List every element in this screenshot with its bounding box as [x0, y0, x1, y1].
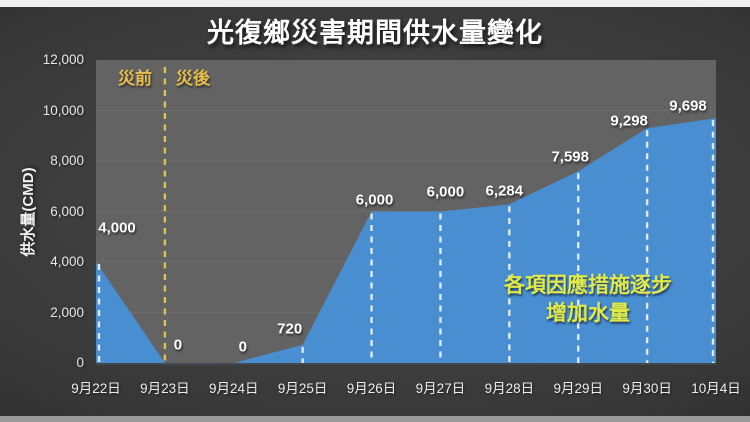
top-border-strip [0, 0, 750, 7]
y-tick-label: 4,000 [50, 254, 84, 269]
y-tick-label: 8,000 [50, 153, 84, 168]
data-label: 0 [238, 338, 247, 356]
y-axis-tick-labels: 12,000 10,000 8,000 6,000 4,000 2,000 0 [0, 0, 86, 422]
data-label: 6,284 [485, 182, 524, 200]
data-label: 720 [277, 320, 303, 338]
data-labels-layer: 4,000 0 0 720 6,000 6,000 6,284 7,598 9,298 9,698 [96, 60, 716, 363]
x-tick-label: 9月26日 [346, 381, 397, 396]
x-tick-label: 9月27日 [415, 381, 466, 396]
data-label: 7,598 [551, 148, 589, 166]
x-tick-label: 10月4日 [691, 381, 741, 396]
data-label: 6,000 [355, 191, 394, 208]
y-tick-label: 2,000 [50, 304, 84, 320]
note-line-1: 各項因應措施逐步 [504, 274, 672, 297]
data-label: 9,698 [669, 97, 707, 115]
post-disaster-label: 災後 [176, 69, 210, 88]
supply-area-series [96, 118, 716, 363]
measures-note-annotation: 各項因應措施逐步 增加水量 [504, 272, 672, 328]
bottom-border-strip [0, 416, 750, 422]
x-tick-label: 9月29日 [553, 381, 603, 396]
data-label: 0 [173, 336, 183, 354]
y-tick-label: 10,000 [42, 102, 84, 118]
data-label: 9,298 [610, 112, 648, 130]
y-tick-label: 0 [76, 355, 84, 370]
data-label: 6,000 [426, 183, 465, 200]
y-tick-label: 6,000 [50, 203, 84, 219]
y-tick-label: 12,000 [42, 52, 84, 67]
x-tick-label: 9月25日 [277, 381, 328, 396]
chart-title: 光復鄉災害期間供水量變化 [207, 18, 543, 48]
area-chart-svg [96, 67, 716, 363]
x-tick-label: 9月24日 [209, 381, 259, 396]
x-tick-label: 9月28日 [484, 381, 535, 396]
note-line-2: 增加水量 [546, 302, 630, 325]
x-tick-label: 9月30日 [622, 381, 672, 396]
plot-area: 4,000 0 0 720 6,000 6,000 6,284 7,598 9,298 9,698… [96, 60, 716, 365]
x-tick-label: 9月23日 [140, 381, 190, 396]
data-label: 4,000 [98, 219, 136, 237]
pre-disaster-label: 災前 [118, 69, 152, 88]
